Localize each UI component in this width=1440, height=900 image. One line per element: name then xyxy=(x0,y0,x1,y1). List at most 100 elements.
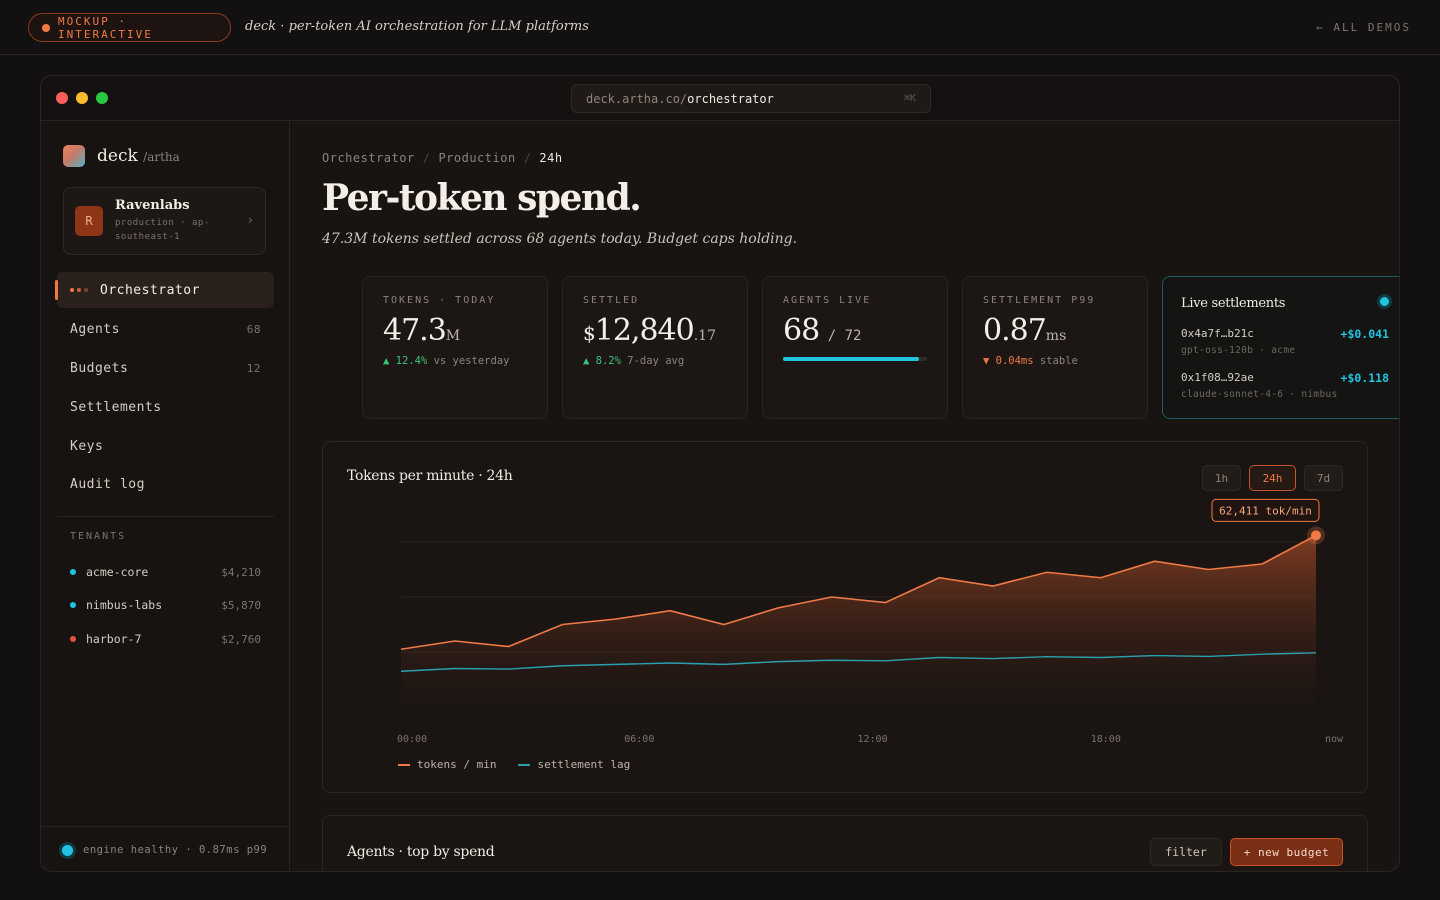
settlement-hash: 0x4a7f…b21c xyxy=(1181,327,1254,340)
breadcrumb-production[interactable]: Production xyxy=(438,151,516,165)
sidebar-item-label: Settlements xyxy=(70,399,162,415)
x-tick-label: 12:00 xyxy=(858,734,888,745)
tenant-avatar: R xyxy=(75,206,103,236)
chevron-right-icon: › xyxy=(246,213,254,227)
range-24h-button[interactable]: 24h xyxy=(1249,465,1296,491)
tokens-today-card: TOKENS · TODAY 47.3M ▲ 12.4% vs yesterda… xyxy=(362,276,548,419)
breadcrumb-current: 24h xyxy=(539,151,563,165)
tenant-status-dot-icon xyxy=(70,569,76,575)
settlement-row[interactable]: 0x1f08…92ae +$0.118 claude-sonnet-4-6 · … xyxy=(1181,371,1389,400)
agents-progress-bar xyxy=(783,357,927,361)
agents-number: 68 xyxy=(783,313,820,348)
tenant-row-harbor-7[interactable]: harbor-7 $2,760 xyxy=(70,632,261,646)
x-tick-label: 06:00 xyxy=(624,734,654,745)
card-label: AGENTS LIVE xyxy=(783,295,872,306)
health-indicator-icon xyxy=(62,844,73,856)
url-host: deck.artha.co/ xyxy=(586,91,688,106)
sidebar-item-agents[interactable]: Agents 68 xyxy=(57,311,274,347)
sidebar-item-label: Audit log xyxy=(70,476,145,492)
settled-currency: $ xyxy=(583,321,596,345)
x-tick-label: now xyxy=(1325,734,1344,745)
settled-cents: .17 xyxy=(693,328,716,344)
legend-label: tokens / min xyxy=(417,758,497,771)
tenant-row-name: acme-core xyxy=(86,565,149,579)
deck-logo-icon xyxy=(63,145,85,167)
sidebar-item-budgets[interactable]: Budgets 12 xyxy=(57,350,274,386)
live-settlements-card: Live settlements 0x4a7f…b21c +$0.041 gpt… xyxy=(1162,276,1399,419)
status-dot-icon xyxy=(42,23,50,32)
sidebar-item-orchestrator[interactable]: Orchestrator xyxy=(55,272,274,308)
tokens-area xyxy=(401,535,1316,707)
mockup-badge-label: MOCKUP · INTERACTIVE xyxy=(57,14,153,41)
delta-note: 7-day avg xyxy=(627,355,685,367)
tokens-value: 47.3M xyxy=(383,313,460,348)
app-logo[interactable]: deck /artha xyxy=(97,146,180,166)
tenant-switcher[interactable]: R Ravenlabs production · ap-southeast-1 … xyxy=(63,187,266,255)
tenant-row-nimbus-labs[interactable]: nimbus-labs $5,870 xyxy=(70,598,261,612)
legend-settlement-lag: settlement lag xyxy=(518,758,630,771)
sidebar-item-settlements[interactable]: Settlements xyxy=(57,389,274,425)
tokens-delta: ▲ 12.4% vs yesterday xyxy=(383,355,509,367)
range-1h-button[interactable]: 1h xyxy=(1202,465,1241,491)
settled-value: $12,840.17 xyxy=(583,313,716,348)
breadcrumb-separator: / xyxy=(523,151,532,165)
sidebar-item-keys[interactable]: Keys xyxy=(57,428,274,464)
demo-tagline: deck · per-token AI orchestration for LL… xyxy=(245,19,589,34)
delta-value: ▲ 8.2% xyxy=(583,355,621,367)
sidebar-item-audit-log[interactable]: Audit log xyxy=(57,466,274,502)
settled-number: 12,840 xyxy=(594,313,695,348)
settlement-meta: claude-sonnet-4-6 · nimbus xyxy=(1181,389,1338,400)
card-label: SETTLED xyxy=(583,295,640,306)
tenant-row-amount: $4,210 xyxy=(221,565,261,579)
sidebar-item-label: Agents xyxy=(70,321,120,337)
latest-point xyxy=(1311,530,1321,541)
tenant-status-dot-icon xyxy=(70,636,76,642)
tenant-environment: production · ap-southeast-1 xyxy=(115,218,210,242)
page-title: Per-token spend. xyxy=(322,177,642,219)
engine-status: engine healthy · 0.87ms p99 xyxy=(41,826,290,871)
window-titlebar: deck.artha.co/ orchestrator ⌘K xyxy=(41,76,1399,121)
command-shortcut: ⌘K xyxy=(903,93,916,104)
agents-by-spend-card: Agents · top by spend filter + new budge… xyxy=(322,815,1368,871)
p99-value: 0.87ms xyxy=(983,313,1066,348)
delta-value: ▲ 12.4% xyxy=(383,355,428,367)
tenant-row-acme-core[interactable]: acme-core $4,210 xyxy=(70,565,261,579)
all-demos-link[interactable]: ← ALL DEMOS xyxy=(1316,21,1411,34)
delta-note: stable xyxy=(1039,355,1078,367)
breadcrumb-orchestrator[interactable]: Orchestrator xyxy=(322,151,415,165)
tokens-unit: M xyxy=(445,328,461,344)
settled-card: SETTLED $12,840.17 ▲ 8.2% 7-day avg xyxy=(562,276,748,419)
live-indicator-icon xyxy=(1380,297,1389,306)
tooltip-box xyxy=(1211,498,1320,522)
settlement-amount: +$0.041 xyxy=(1340,327,1389,341)
tenant-row-amount: $5,870 xyxy=(221,598,261,612)
tenant-row-name: nimbus-labs xyxy=(86,598,163,612)
sidebar: deck /artha R Ravenlabs production · ap-… xyxy=(41,121,290,871)
legend-swatch-icon xyxy=(518,764,531,766)
orchestrator-dots-icon xyxy=(70,288,88,292)
sidebar-item-label: Keys xyxy=(70,438,104,454)
new-budget-button[interactable]: + new budget xyxy=(1230,838,1343,866)
maximize-window-icon[interactable] xyxy=(96,92,108,104)
demo-banner: MOCKUP · INTERACTIVE deck · per-token AI… xyxy=(0,0,1440,55)
settlement-p99-card: SETTLEMENT P99 0.87ms ▼ 0.04ms stable xyxy=(962,276,1148,419)
logo-name: deck xyxy=(97,146,138,166)
settlement-row[interactable]: 0x4a7f…b21c +$0.041 gpt-oss-120b · acme xyxy=(1181,327,1389,356)
filter-button[interactable]: filter xyxy=(1150,838,1222,866)
tenant-status-dot-icon xyxy=(70,602,76,608)
tenant-row-name: harbor-7 xyxy=(86,632,142,646)
minimize-window-icon[interactable] xyxy=(76,92,88,104)
x-tick-label: 00:00 xyxy=(397,734,427,745)
sidebar-item-label: Orchestrator xyxy=(100,282,200,298)
address-bar[interactable]: deck.artha.co/ orchestrator ⌘K xyxy=(571,84,931,113)
tokens-per-min-line xyxy=(400,534,1317,651)
legend-tokens: tokens / min xyxy=(398,758,496,771)
card-label: TOKENS · TODAY xyxy=(383,295,496,306)
legend-label: settlement lag xyxy=(537,758,631,771)
tooltip-label: 62,411 tok/min xyxy=(1219,504,1312,517)
range-7d-button[interactable]: 7d xyxy=(1304,465,1343,491)
close-window-icon[interactable] xyxy=(56,92,68,104)
tokens-chart-card: 00:00 06:00 12:00 18:00 now 62,411 tok/min T… xyxy=(322,441,1368,793)
agents-section-title: Agents · top by spend xyxy=(347,844,495,860)
breadcrumb-separator: / xyxy=(422,151,431,165)
